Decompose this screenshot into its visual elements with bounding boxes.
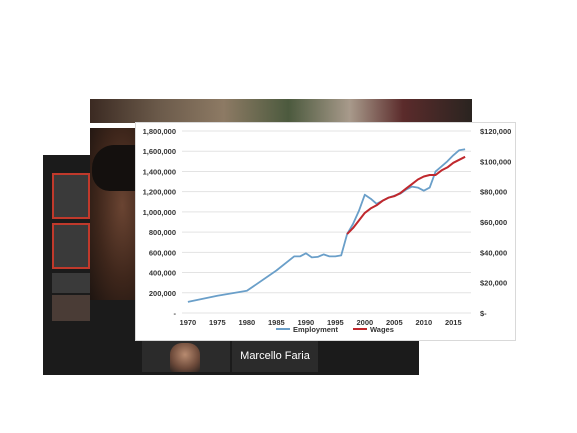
- legend-label: Wages: [370, 325, 394, 334]
- classroom-photo: [90, 99, 472, 123]
- x-tick-label: 1985: [268, 318, 285, 327]
- participant-tile[interactable]: [52, 223, 90, 269]
- chart-card: - 200,000 400,000 600,000 800,000 1,000,000 1,…: [135, 122, 516, 341]
- x-tick-label: 2010: [415, 318, 432, 327]
- right-tick-label: $20,000: [480, 279, 507, 288]
- x-tick-label: 1970: [180, 318, 197, 327]
- left-tick-label: 1,600,000: [143, 147, 176, 156]
- left-tick-label: 1,400,000: [143, 167, 176, 176]
- participant-name-tile[interactable]: Marcello Faria: [232, 341, 318, 372]
- participant-tile[interactable]: [52, 173, 90, 219]
- right-axis-ticks: $- $20,000 $40,000 $60,000 $80,000 $100,000 $1…: [480, 127, 511, 318]
- gridlines: [182, 130, 471, 314]
- x-tick-label: 2015: [445, 318, 462, 327]
- series-line-employment: [187, 148, 466, 303]
- participant-tile[interactable]: [52, 273, 90, 293]
- legend-label: Employment: [293, 325, 339, 334]
- left-axis-ticks: - 200,000 400,000 600,000 800,000 1,000,000 1,…: [143, 127, 177, 318]
- left-tick-label: 1,800,000: [143, 127, 176, 136]
- right-tick-label: $-: [480, 309, 487, 318]
- right-tick-label: $80,000: [480, 188, 507, 197]
- x-tick-label: 1980: [239, 318, 256, 327]
- left-tick-label: 400,000: [149, 269, 176, 278]
- x-tick-label: 1995: [327, 318, 344, 327]
- right-tick-label: $60,000: [480, 218, 507, 227]
- legend: Employment Wages: [276, 325, 394, 334]
- left-tick-label: 800,000: [149, 228, 176, 237]
- left-tick-label: 200,000: [149, 289, 176, 298]
- series-lines: [187, 148, 466, 303]
- left-tick-label: 1,200,000: [143, 188, 176, 197]
- right-tick-label: $40,000: [480, 248, 507, 257]
- participant-hair: [92, 145, 136, 191]
- x-tick-label: 1990: [298, 318, 315, 327]
- left-tick-label: 600,000: [149, 248, 176, 257]
- self-video-tile[interactable]: [142, 341, 230, 372]
- right-tick-label: $100,000: [480, 157, 511, 166]
- line-chart: - 200,000 400,000 600,000 800,000 1,000,000 1,…: [143, 127, 512, 334]
- x-axis-ticks: 1970 1975 1980 1985 1990 1995 2000 2005 2010 2015: [180, 318, 462, 327]
- participant-name: Marcello Faria: [240, 350, 310, 362]
- left-tick-label: 1,000,000: [143, 208, 176, 217]
- participant-avatar: [170, 343, 200, 372]
- x-tick-label: 1975: [209, 318, 226, 327]
- x-tick-label: 2000: [356, 318, 373, 327]
- left-tick-label: -: [174, 309, 177, 318]
- series-line-wages: [346, 155, 466, 235]
- participant-tile[interactable]: [52, 295, 90, 321]
- right-tick-label: $120,000: [480, 127, 511, 136]
- x-tick-label: 2005: [386, 318, 403, 327]
